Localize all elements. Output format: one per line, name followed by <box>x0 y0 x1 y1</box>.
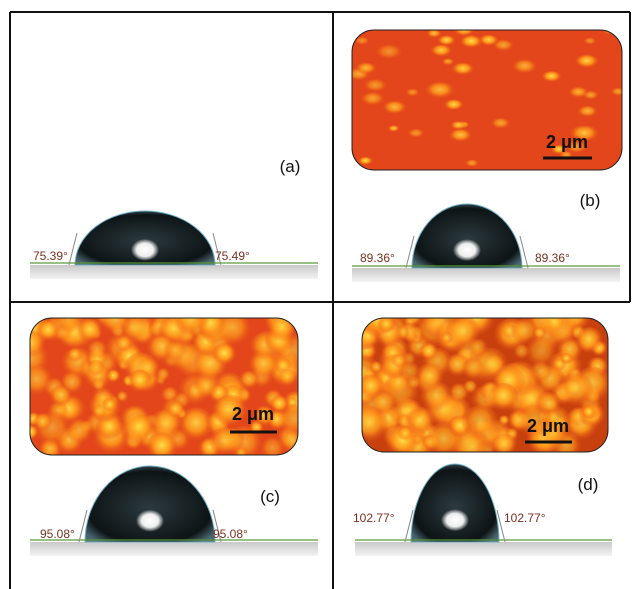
figure: 75.39° 75.49° (a) 2 μm 89.36° 89.36° (b) 2 μm 95… <box>0 0 640 589</box>
afm-bump <box>19 365 53 399</box>
afm-bump <box>461 358 485 382</box>
afm-bump <box>100 306 132 338</box>
scale-bar-label: 2 μm <box>232 404 274 424</box>
right-angle: 95.08° <box>213 527 248 541</box>
droplet-highlight <box>453 239 481 261</box>
afm-bump <box>407 129 424 139</box>
afm-bump <box>387 125 399 132</box>
droplet-highlight <box>136 510 164 532</box>
afm-bump <box>382 101 407 116</box>
afm-bump <box>575 327 604 356</box>
afm-bump <box>33 413 53 433</box>
afm-bump <box>488 383 520 415</box>
afm-bump <box>193 376 218 401</box>
afm-image <box>11 303 313 465</box>
afm-bump <box>574 55 599 70</box>
afm-bump <box>426 29 442 38</box>
substrate <box>30 265 318 279</box>
afm-bump <box>127 370 153 396</box>
left-angle: 75.39° <box>33 249 68 263</box>
afm-bump <box>610 88 625 97</box>
afm-bump <box>87 360 106 379</box>
afm-bump <box>602 26 619 36</box>
afm-bump <box>490 118 510 130</box>
afm-bump <box>397 426 414 443</box>
afm-bump <box>377 316 396 335</box>
panels: 75.39° 75.49° (a) 2 μm 89.36° 89.36° (b) 2 μm 95… <box>11 25 626 556</box>
substrate <box>30 542 318 556</box>
afm-bump <box>424 82 455 101</box>
afm-bump <box>65 419 93 447</box>
substrate <box>352 268 620 282</box>
panel-label: (b) <box>580 191 601 210</box>
afm-bump <box>36 320 60 344</box>
right-angle: 102.77° <box>504 511 546 525</box>
afm-bump <box>560 353 573 366</box>
afm-bump <box>541 71 562 84</box>
panel-label: (a) <box>280 157 301 176</box>
afm-bump <box>163 340 187 364</box>
afm-bump <box>463 380 478 395</box>
afm-bump <box>350 407 390 447</box>
afm-bump <box>430 45 453 59</box>
afm-bump <box>524 337 558 371</box>
left-angle: 102.77° <box>353 511 395 525</box>
left-angle: 95.08° <box>40 527 75 541</box>
afm-bump <box>363 79 387 94</box>
afm-bump <box>166 401 185 420</box>
afm-bump <box>405 89 420 98</box>
afm-bump <box>116 391 129 404</box>
afm-bump <box>357 374 385 402</box>
panel-label: (c) <box>260 487 280 506</box>
afm-bump <box>451 63 475 77</box>
afm-bump <box>443 99 464 111</box>
afm-bump <box>568 87 589 99</box>
afm-bump <box>557 373 594 410</box>
panel: 75.39° 75.49° (a) <box>30 157 318 279</box>
afm-bump <box>419 343 438 362</box>
afm-image <box>344 299 613 470</box>
afm-bump <box>583 38 597 46</box>
afm-bump <box>491 434 517 460</box>
droplet-highlight <box>131 239 159 261</box>
afm-bump <box>49 385 73 409</box>
scale-bar-label: 2 μm <box>527 416 569 436</box>
droplet-highlight <box>441 509 469 531</box>
scale-bar-label: 2 μm <box>546 132 588 152</box>
afm-bump <box>536 306 571 341</box>
afm-bump <box>91 405 107 421</box>
substrate <box>355 542 612 556</box>
afm-bump <box>259 437 285 463</box>
afm-bump <box>173 304 208 339</box>
afm-bump <box>441 58 454 66</box>
right-angle: 75.49° <box>215 249 250 263</box>
afm-bump <box>465 159 479 168</box>
left-angle: 89.36° <box>360 251 395 265</box>
right-angle: 89.36° <box>535 251 570 265</box>
afm-bump <box>398 362 421 385</box>
afm-bump <box>267 315 297 345</box>
panel: 2 μm 102.77° 102.77° (d) <box>344 299 613 556</box>
afm-bump <box>77 319 104 346</box>
afm-bump <box>212 343 237 368</box>
afm-bump <box>360 92 385 107</box>
afm-bump <box>278 369 298 389</box>
afm-bump <box>450 121 466 131</box>
panel: 2 μm 89.36° 89.36° (b) <box>347 25 626 282</box>
panel-label: (d) <box>578 475 599 494</box>
afm-bump <box>453 25 475 38</box>
afm-bump <box>445 316 481 352</box>
afm-bump <box>375 45 403 62</box>
afm-bump <box>448 129 472 143</box>
afm-bump <box>511 60 537 76</box>
afm-bump <box>355 63 377 76</box>
panel: 2 μm 95.08° 95.08° (c) <box>11 303 318 556</box>
afm-bump <box>577 106 598 119</box>
afm-bump <box>115 336 133 354</box>
afm-bump <box>146 432 179 465</box>
